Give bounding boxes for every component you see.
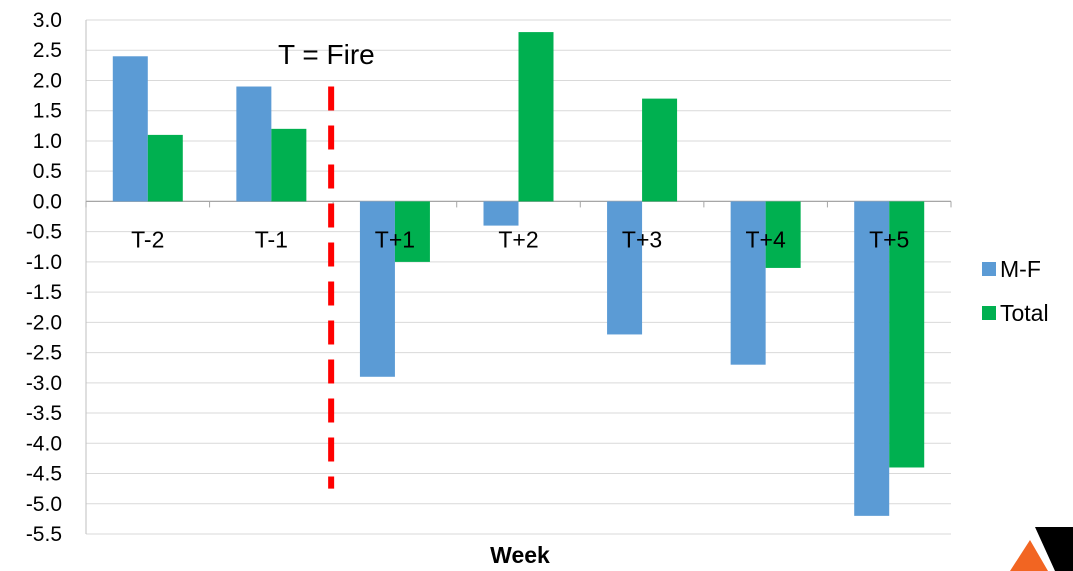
x-axis-title: Week — [490, 542, 550, 568]
fire-annotation: T = Fire — [278, 39, 375, 489]
bar-m-f-t-5 — [854, 201, 890, 516]
legend-swatch — [982, 306, 996, 320]
bar-total-t-3 — [642, 98, 678, 202]
x-tick-label: T+2 — [498, 226, 538, 252]
bar-total-t-2 — [147, 134, 183, 202]
legend-label: Total — [1000, 300, 1049, 326]
y-tick-label: -3.5 — [26, 402, 62, 425]
bar-total-t-2 — [518, 32, 554, 202]
x-tick-label: T+4 — [746, 226, 786, 252]
y-tick-label: 0.5 — [33, 160, 62, 183]
logo-dark-shape — [1035, 527, 1073, 571]
bar-total-t-5 — [889, 201, 925, 468]
legend-label: M-F — [1000, 256, 1041, 282]
fire-annotation-label: T = Fire — [278, 39, 375, 70]
bar-m-f-t-2 — [483, 201, 519, 226]
y-tick-label: -2.0 — [26, 311, 62, 334]
bar-m-f-t-2 — [112, 56, 148, 202]
bar-total-t-4 — [765, 201, 801, 268]
legend: M-F Total — [982, 256, 1049, 326]
axes: 3.0 2.5 2.0 1.5 1.0 0.5 0.0 -0.5 -1.0 -1.5 -2.0 -2.… — [26, 9, 952, 546]
x-tick-label: T-1 — [255, 226, 288, 252]
y-tick-label: -1.0 — [26, 251, 62, 274]
bar-total-t-1 — [271, 128, 307, 202]
y-tick-label: 2.5 — [33, 39, 62, 62]
logo-orange-shape — [1010, 540, 1048, 571]
y-tick-label: 1.5 — [33, 100, 62, 123]
y-tick-label: 0.0 — [33, 190, 62, 213]
bar-m-f-t-3 — [607, 201, 643, 335]
y-tick-label: 3.0 — [33, 9, 62, 32]
bar-total-t-1 — [394, 201, 430, 262]
y-tick-label: -5.5 — [26, 523, 62, 546]
gridlines — [86, 19, 951, 535]
logo-icon — [1010, 527, 1073, 571]
legend-swatch — [982, 262, 996, 276]
y-tick-label: -1.5 — [26, 281, 62, 304]
y-tick-label: -0.5 — [26, 221, 62, 244]
y-tick-label: -4.5 — [26, 463, 62, 486]
x-tick-label: T+5 — [869, 226, 909, 252]
labels: T-2 T-1 T+1 T+2 T+3 T+4 T+5 — [131, 226, 909, 252]
y-tick-label: 1.0 — [33, 130, 62, 153]
x-tick-label: T-2 — [131, 226, 164, 252]
bars — [112, 32, 925, 516]
y-tick-label: -2.5 — [26, 342, 62, 365]
x-tick-label: T+1 — [375, 226, 415, 252]
y-tick-label: -4.0 — [26, 432, 62, 455]
bar-m-f-t-1 — [359, 201, 395, 377]
bar-m-f-t-1 — [236, 86, 272, 202]
x-tick-label: T+3 — [622, 226, 662, 252]
y-tick-label: 2.0 — [33, 69, 62, 92]
y-tick-label: -3.0 — [26, 372, 62, 395]
y-tick-label: -5.0 — [26, 493, 62, 516]
bar-m-f-t-4 — [730, 201, 766, 365]
